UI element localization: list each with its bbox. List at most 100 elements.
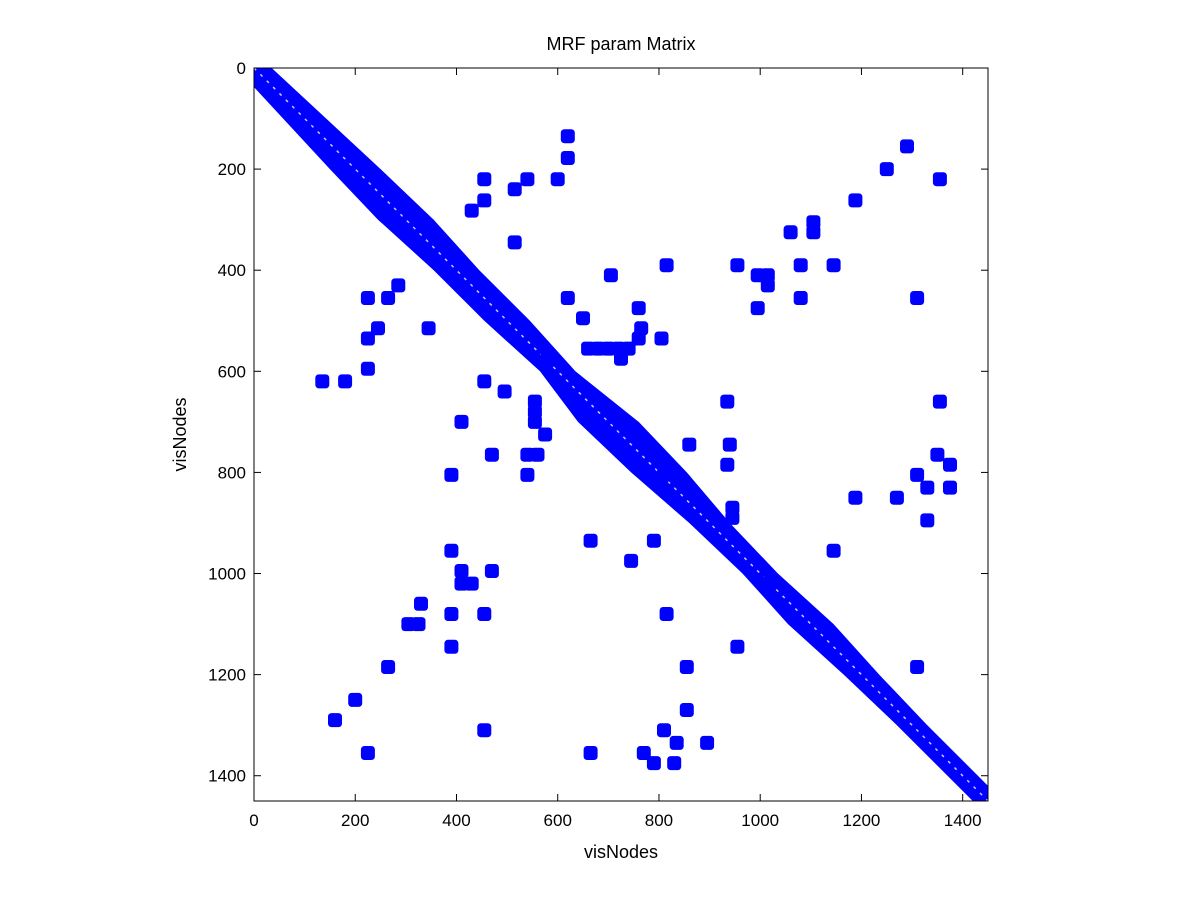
data-point xyxy=(848,490,863,505)
data-point xyxy=(371,321,385,336)
data-point xyxy=(477,607,492,621)
data-point xyxy=(679,703,694,717)
x-axis: 0 200 400 600 800 1000 1200 1400 xyxy=(249,68,982,830)
data-point xyxy=(730,258,745,273)
data-point xyxy=(477,723,492,738)
y-tick-label: 0 xyxy=(237,59,246,78)
data-point xyxy=(477,374,492,389)
data-point xyxy=(679,660,694,674)
data-point xyxy=(360,291,375,305)
data-point xyxy=(646,533,661,548)
y-tick-label: 1400 xyxy=(208,767,246,786)
data-point xyxy=(315,374,330,389)
data-point xyxy=(879,162,894,177)
data-point xyxy=(932,172,947,187)
data-point xyxy=(657,723,671,738)
data-point xyxy=(360,361,375,376)
data-point xyxy=(826,258,841,273)
data-point xyxy=(507,235,522,250)
data-point xyxy=(507,182,522,197)
data-point xyxy=(530,447,545,462)
data-point xyxy=(636,746,651,760)
data-point xyxy=(603,268,618,283)
chart-title: MRF param Matrix xyxy=(546,34,695,54)
data-point xyxy=(826,543,841,558)
data-point xyxy=(477,193,492,208)
data-point xyxy=(631,301,646,316)
data-point xyxy=(464,576,479,591)
data-point xyxy=(631,331,646,346)
y-tick-label: 200 xyxy=(218,160,246,179)
data-point xyxy=(720,457,735,472)
data-point xyxy=(760,278,775,293)
data-point xyxy=(654,331,669,346)
data-point xyxy=(527,414,542,429)
data-point xyxy=(464,203,479,218)
x-tick-label: 1400 xyxy=(944,811,982,830)
data-point xyxy=(411,617,426,632)
data-point xyxy=(520,467,535,482)
data-point xyxy=(943,457,957,472)
x-tick-label: 400 xyxy=(442,811,470,830)
data-point xyxy=(722,437,737,452)
data-point xyxy=(444,467,459,482)
data-point xyxy=(338,374,353,389)
data-point xyxy=(910,660,925,674)
data-point xyxy=(848,193,863,208)
data-point xyxy=(560,151,575,165)
data-point xyxy=(730,639,745,654)
data-point xyxy=(659,607,674,621)
data-point xyxy=(348,692,363,707)
data-point xyxy=(614,351,628,366)
data-point xyxy=(667,756,682,771)
data-point xyxy=(700,735,715,750)
data-point xyxy=(454,564,469,578)
data-point xyxy=(793,291,808,305)
data-point xyxy=(477,172,492,187)
data-point xyxy=(720,394,735,409)
data-point xyxy=(657,467,671,482)
data-point xyxy=(484,447,499,462)
data-point xyxy=(391,278,406,293)
y-axis: 0 200 400 600 800 1000 1200 1400 xyxy=(208,59,988,786)
data-point xyxy=(783,225,798,240)
data-point xyxy=(930,447,945,462)
y-tick-label: 400 xyxy=(218,261,246,280)
data-point xyxy=(920,513,935,528)
x-tick-label: 0 xyxy=(249,811,258,830)
data-point xyxy=(750,301,765,316)
x-tick-label: 600 xyxy=(544,811,572,830)
data-point xyxy=(920,480,935,495)
data-point xyxy=(484,564,499,578)
data-point xyxy=(381,660,396,674)
y-tick-label: 600 xyxy=(218,362,246,381)
data-point xyxy=(583,533,598,548)
data-point xyxy=(560,129,575,144)
x-tick-label: 1000 xyxy=(741,811,779,830)
y-tick-label: 1000 xyxy=(208,565,246,584)
data-point xyxy=(540,351,555,366)
y-axis-label: visNodes xyxy=(170,397,190,471)
data-point xyxy=(583,746,598,760)
plot-frame xyxy=(253,67,989,802)
data-point xyxy=(910,467,925,482)
data-point xyxy=(454,414,469,429)
data-point xyxy=(889,490,904,505)
data-point xyxy=(943,480,957,495)
matrix-nonzero-marks xyxy=(254,68,988,801)
x-axis-label: visNodes xyxy=(584,842,658,862)
data-point xyxy=(360,331,375,346)
data-point xyxy=(560,291,575,305)
data-point xyxy=(806,225,821,240)
diagonal-center-line xyxy=(254,68,988,801)
data-point xyxy=(444,639,459,654)
data-point xyxy=(550,172,565,187)
data-point xyxy=(538,427,553,442)
data-point xyxy=(725,510,740,525)
data-point xyxy=(682,437,697,452)
data-point xyxy=(932,394,947,409)
data-point xyxy=(669,735,684,750)
data-point xyxy=(910,291,925,305)
